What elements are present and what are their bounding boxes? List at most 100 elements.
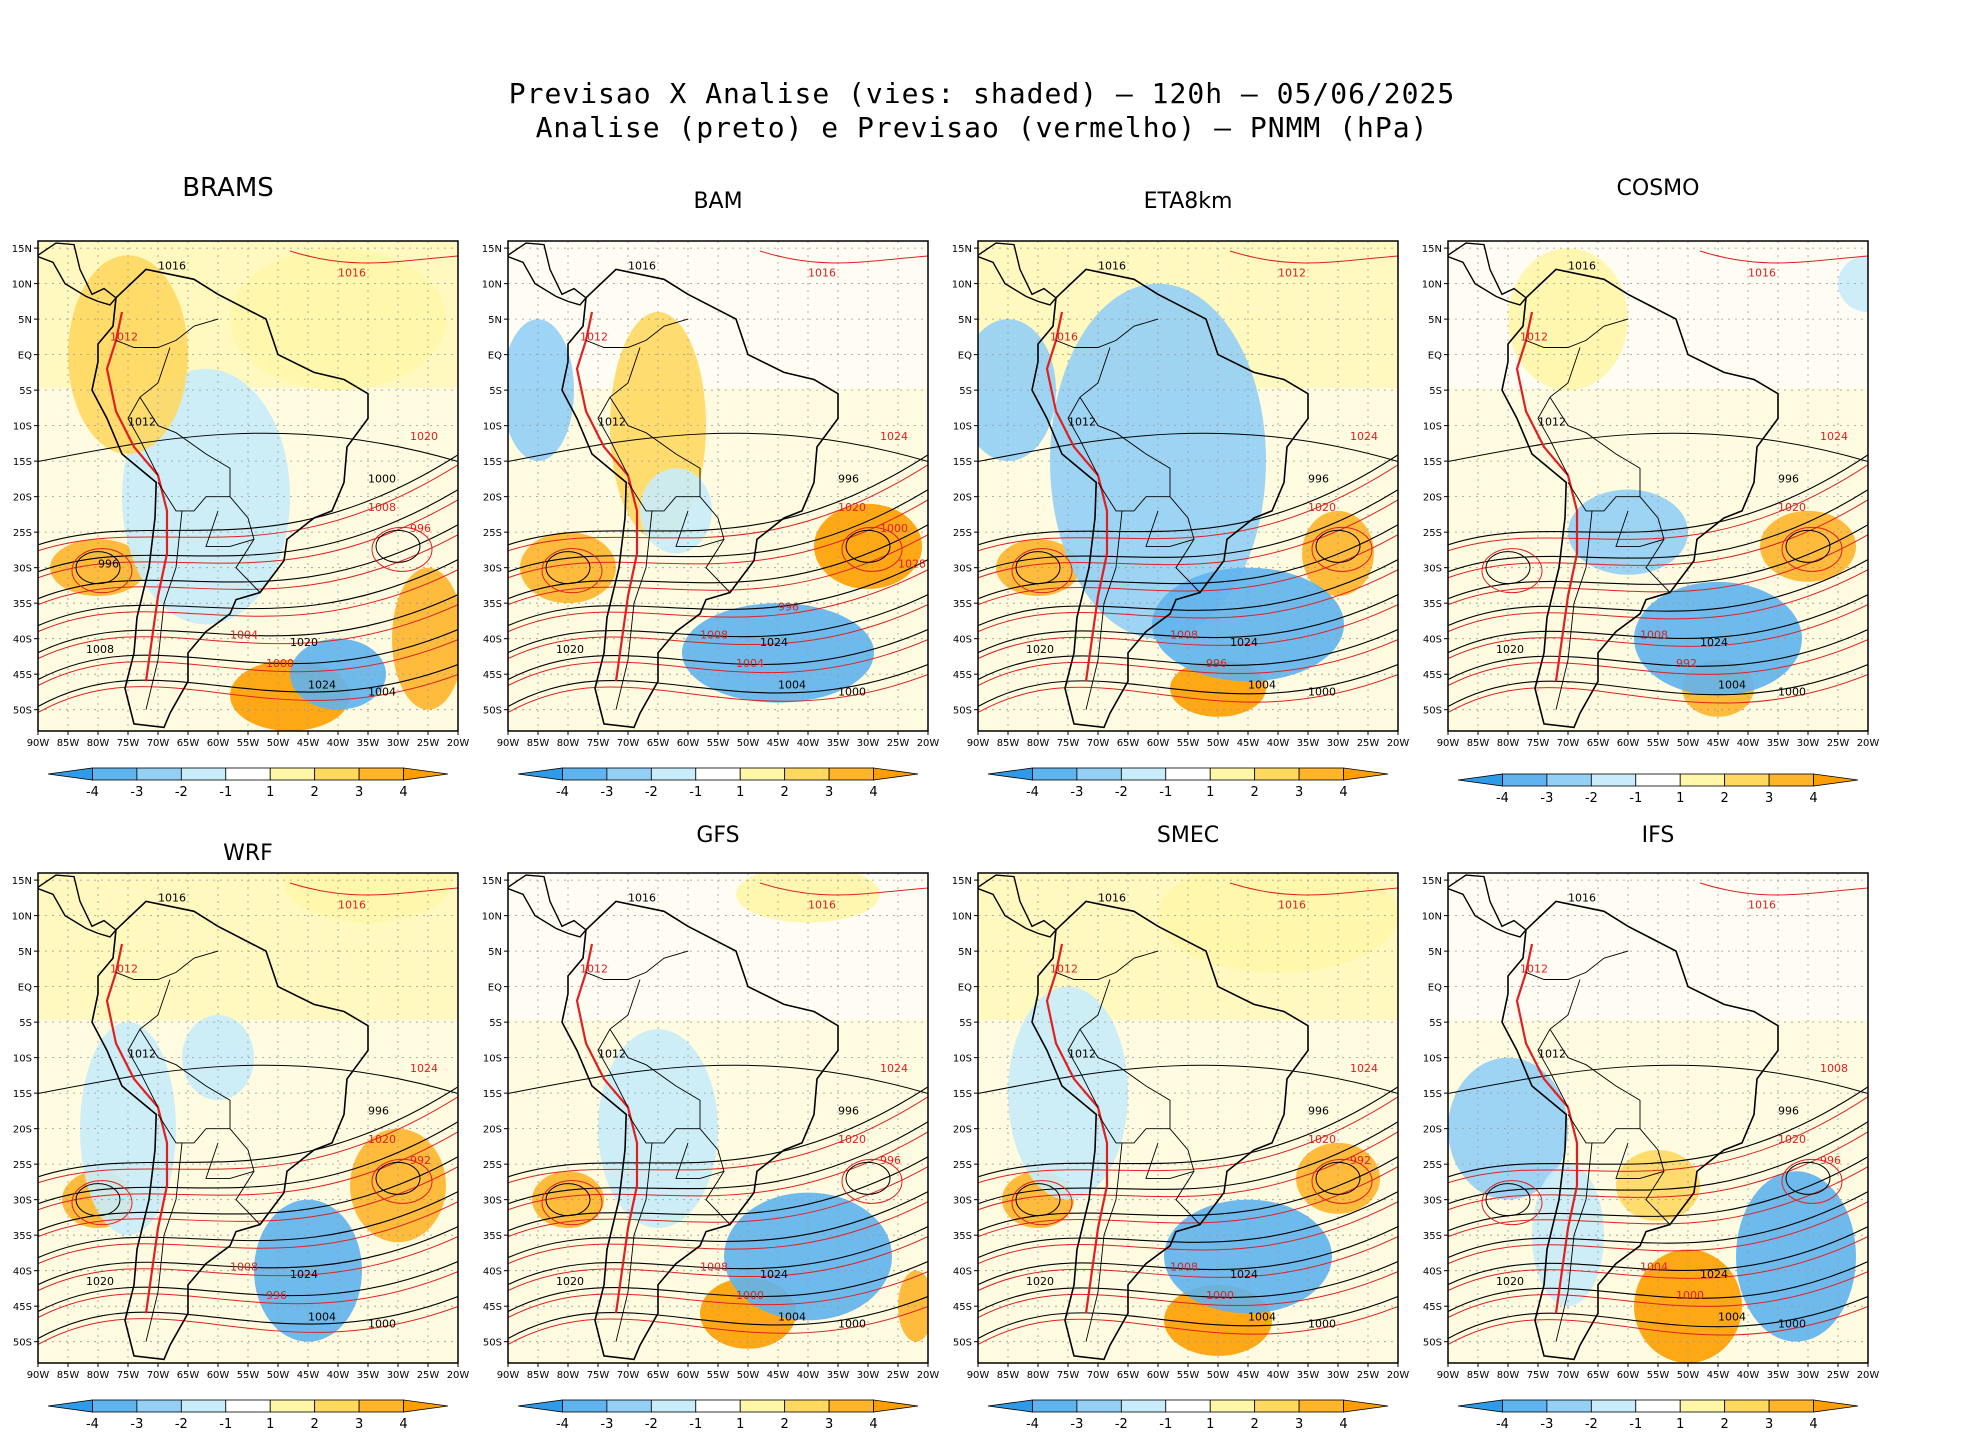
colorbar-label: -1	[689, 1417, 702, 1432]
isobar-analysis	[38, 1191, 458, 1259]
lon-label: 50W	[737, 1370, 760, 1381]
colorbar-swatch	[784, 1399, 830, 1413]
lat-label: 10N	[1422, 280, 1442, 291]
colorbar-swatch	[92, 767, 138, 781]
isobar-forecast	[508, 1306, 928, 1345]
isobar-analysis	[38, 1064, 458, 1094]
isobar-label-forecast: 1020	[1308, 501, 1336, 514]
country-border	[115, 318, 219, 348]
isobar-label-analysis: 1016	[1098, 259, 1126, 272]
isobar-label-forecast: 1012	[110, 330, 138, 343]
isobar-forecast	[289, 882, 458, 896]
lat-label: EQ	[1428, 351, 1442, 362]
isobar-forecast	[1448, 639, 1868, 686]
isobar-forecast	[978, 639, 1398, 686]
colorbar-swatch	[695, 1399, 741, 1413]
colorbar-label: -1	[1629, 791, 1642, 806]
bias-area	[80, 1022, 176, 1236]
lat-label: EQ	[1428, 983, 1442, 994]
isobar-analysis	[1485, 551, 1531, 585]
lon-label: 65W	[177, 1370, 200, 1381]
isobar-label-analysis: 1004	[368, 685, 396, 698]
lon-label: 80W	[1497, 738, 1520, 749]
isobar-forecast	[978, 604, 1398, 660]
lat-label: 30S	[1423, 564, 1442, 575]
isobar-label-forecast: 1020	[1778, 501, 1806, 514]
colorbar-label: 2	[1251, 1417, 1259, 1432]
isobar-analysis	[38, 524, 458, 600]
isobar-label-analysis: 1016	[158, 891, 186, 904]
bias-area	[1760, 510, 1856, 582]
colorbar-swatch	[1457, 773, 1503, 787]
country-border	[615, 510, 653, 710]
colorbar-label: 3	[1765, 791, 1773, 806]
lon-label: 35W	[827, 1370, 850, 1381]
lat-label: 5N	[958, 947, 972, 958]
isobar-analysis	[508, 1261, 928, 1313]
lon-label: 20W	[1387, 1370, 1410, 1381]
lat-label: 30S	[483, 1196, 502, 1207]
colorbar-swatch	[314, 767, 360, 781]
lon-label: 25W	[417, 738, 440, 749]
lat-label: 35S	[483, 599, 502, 610]
isobar-label-analysis: 1000	[1778, 685, 1806, 698]
isobar-label-forecast: 1024	[880, 430, 908, 443]
lat-label: 15N	[12, 244, 32, 255]
country-border	[609, 1028, 731, 1225]
isobar-forecast	[289, 250, 458, 264]
isobar-label-forecast: 1016	[338, 267, 366, 280]
isobar-label-analysis: 1024	[1230, 1268, 1258, 1281]
isobar-label-analysis: 1020	[290, 636, 318, 649]
isobar-analysis	[1448, 432, 1868, 462]
lat-label: 10S	[953, 1054, 972, 1065]
isobar-label-analysis: 1004	[1718, 1310, 1746, 1323]
isobar-label-analysis: 1012	[128, 1048, 156, 1061]
isobar-analysis	[1015, 551, 1061, 585]
colorbar-swatch	[314, 1399, 360, 1413]
isobar-label-analysis: 1012	[1068, 416, 1096, 429]
isobar-analysis	[978, 629, 1398, 681]
lon-label: 80W	[1027, 1370, 1050, 1381]
lat-label: 15N	[482, 244, 502, 255]
lon-label: 60W	[1617, 1370, 1640, 1381]
lat-label: 40S	[483, 635, 502, 646]
lat-label: 40S	[1423, 635, 1442, 646]
isobar-label-analysis: 1024	[1700, 1268, 1728, 1281]
isobar-label-forecast: 1008	[1170, 629, 1198, 642]
colorbar-label: 3	[355, 1417, 363, 1432]
isobar-label-forecast: 1020	[410, 430, 438, 443]
lat-label: 30S	[953, 1196, 972, 1207]
panel-title: SMEC	[1157, 823, 1219, 848]
colorbar-swatch	[136, 767, 182, 781]
colorbar-label: 1	[1206, 785, 1214, 800]
isobar-analysis	[1485, 1183, 1531, 1217]
isobar-analysis	[38, 1261, 458, 1313]
colorbar-label: 1	[266, 785, 274, 800]
colorbar-label: -3	[1070, 785, 1083, 800]
lon-label: 25W	[1357, 738, 1380, 749]
isobar-label-analysis: 1016	[1098, 891, 1126, 904]
lon-label: 65W	[647, 1370, 670, 1381]
country-border	[1085, 510, 1123, 710]
colorbar-swatch	[1724, 773, 1770, 787]
country-border	[139, 1028, 261, 1225]
isobar-forecast	[508, 1131, 928, 1211]
lat-label: 20S	[13, 1125, 32, 1136]
lon-label: 45W	[297, 1370, 320, 1381]
colorbar-label: 3	[825, 1417, 833, 1432]
isobar-label-forecast: 1024	[1350, 1062, 1378, 1075]
coastline	[1448, 874, 1528, 938]
lon-label: 45W	[1707, 738, 1730, 749]
lon-label: 40W	[797, 1370, 820, 1381]
lat-label: 35S	[1423, 599, 1442, 610]
colorbar-label: 4	[399, 785, 407, 800]
lon-label: 55W	[1647, 1370, 1670, 1381]
isobar-label-analysis: 996	[98, 558, 119, 571]
country-border	[675, 510, 725, 547]
lon-label: 40W	[327, 738, 350, 749]
colorbar-swatch	[1298, 1399, 1344, 1413]
coastline	[978, 874, 1058, 938]
colorbar-swatch	[1165, 1399, 1211, 1413]
colorbar-label: 3	[1765, 1417, 1773, 1432]
isobar-label-analysis: 1020	[556, 1275, 584, 1288]
